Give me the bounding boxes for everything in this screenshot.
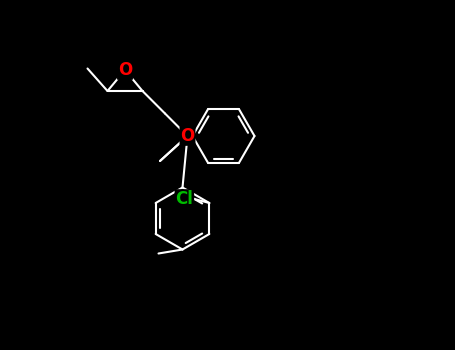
Text: O: O xyxy=(118,61,132,79)
Text: Cl: Cl xyxy=(176,190,193,208)
Text: O: O xyxy=(180,127,195,145)
